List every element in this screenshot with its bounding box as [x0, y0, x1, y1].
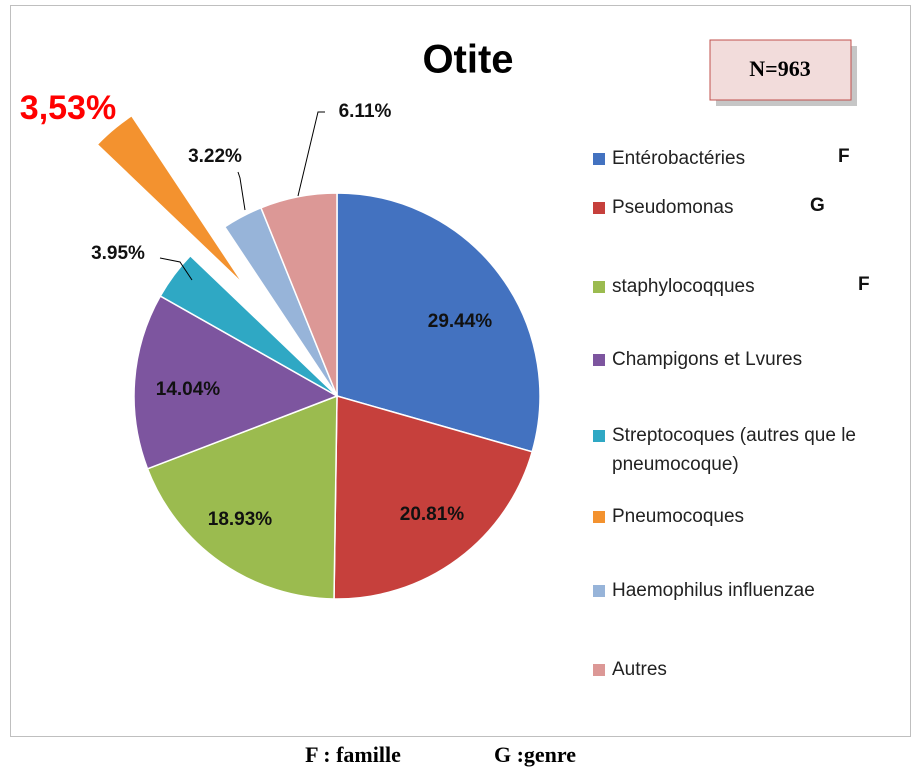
legend-label: Autres [612, 659, 667, 680]
legend-swatch [593, 153, 605, 165]
legend-swatch [593, 202, 605, 214]
legend-marker: F [838, 146, 850, 167]
legend-label: Streptocoques (autres que le pneumocoque… [612, 425, 856, 475]
legend-label: Entérobactéries [612, 148, 746, 169]
legend-marker: G [810, 195, 825, 216]
leader-line [237, 171, 246, 211]
data-label: 18.93% [208, 509, 273, 530]
legend-swatch [593, 281, 605, 293]
legend-swatch [593, 585, 605, 597]
leader-line [297, 111, 325, 197]
pie-slice [336, 192, 541, 453]
pie-slice [133, 295, 339, 470]
leader-line [159, 257, 193, 281]
legend-label: staphylocoqques [612, 276, 755, 297]
pie-slice [260, 192, 338, 397]
legend-marker: F [858, 274, 870, 295]
footnote: F : famille [305, 742, 401, 767]
legend-swatch [593, 430, 605, 442]
pie-slice [159, 254, 338, 397]
pie-slice [146, 394, 338, 600]
annotation-box [709, 39, 852, 101]
data-label: 20.81% [400, 504, 465, 525]
legend-label: Haemophilus influenzae [612, 580, 815, 601]
footnote: G :genre [494, 742, 576, 767]
legend-label: Champigons et Lvures [612, 349, 803, 370]
legend-swatch [593, 511, 605, 523]
legend-swatch [593, 664, 605, 676]
data-label: 6.11% [339, 101, 392, 122]
data-label: 3,53% [20, 89, 116, 127]
annotation: N=963 [749, 56, 810, 81]
pie-slice [96, 114, 245, 286]
pie-slice [333, 395, 534, 600]
data-label: 14.04% [156, 379, 221, 400]
chart-title: Otite [422, 38, 513, 82]
legend-label: Pneumocoques [612, 506, 745, 527]
legend-swatch [593, 354, 605, 366]
data-label: 3.95% [91, 243, 145, 264]
legend-label: Pseudomonas [612, 197, 734, 218]
data-label: 29.44% [428, 311, 493, 332]
data-label: 3.22% [188, 146, 242, 167]
